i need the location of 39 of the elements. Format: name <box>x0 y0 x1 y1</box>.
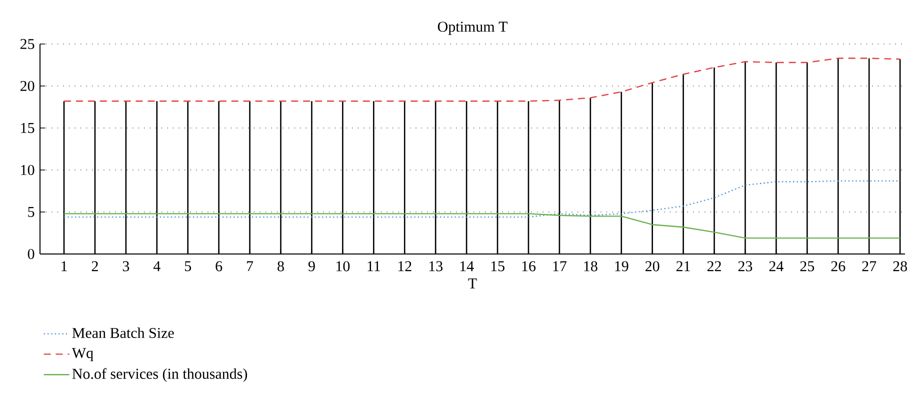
y-tick-label: 25 <box>20 38 34 50</box>
x-tick-label: 5 <box>184 261 192 272</box>
x-tick-label: 19 <box>615 261 628 272</box>
x-tick-label: 11 <box>368 261 380 272</box>
x-tick-label: 23 <box>738 261 752 272</box>
x-tick-label: 20 <box>645 261 660 272</box>
y-tick-label: 5 <box>28 207 34 217</box>
x-tick-label: 22 <box>707 261 721 272</box>
x-tick-label: 3 <box>122 261 130 272</box>
legend-label: No.of services (in thousands) <box>72 368 248 382</box>
x-tick-label: 7 <box>247 261 254 272</box>
x-tick-label: 6 <box>216 261 222 272</box>
x-tick-label: 26 <box>831 261 846 272</box>
x-tick-label: 18 <box>584 261 598 272</box>
y-tick-label: 10 <box>21 164 34 176</box>
x-tick-label: 14 <box>460 261 474 272</box>
x-tick-label: 9 <box>308 261 315 272</box>
y-tick-label: 0 <box>28 248 34 260</box>
x-tick-label: 16 <box>522 261 536 272</box>
x-tick-label: 27 <box>862 261 876 272</box>
x-tick-label: 24 <box>769 261 784 272</box>
y-tick-label: 20 <box>20 80 34 92</box>
x-tick-label: 21 <box>676 261 690 272</box>
x-tick-label: 2 <box>92 261 98 272</box>
x-tick-label: 25 <box>800 261 814 272</box>
chart-title: Optimum T <box>438 22 508 35</box>
x-axis-title: T <box>468 278 477 288</box>
x-tick-label: 10 <box>336 261 350 272</box>
x-tick-label: 8 <box>278 261 284 272</box>
x-tick-label: 1 <box>62 261 67 272</box>
y-tick-label: 15 <box>21 122 34 134</box>
x-tick-label: 4 <box>153 261 160 272</box>
legend-label: Mean Batch Size <box>72 327 174 338</box>
x-tick-label: 28 <box>893 261 907 272</box>
x-tick-label: 13 <box>429 261 443 272</box>
x-tick-label: 15 <box>491 261 504 272</box>
legend-label: Wq <box>72 348 94 362</box>
x-tick-label: 17 <box>553 261 567 272</box>
x-tick-label: 12 <box>398 261 412 272</box>
